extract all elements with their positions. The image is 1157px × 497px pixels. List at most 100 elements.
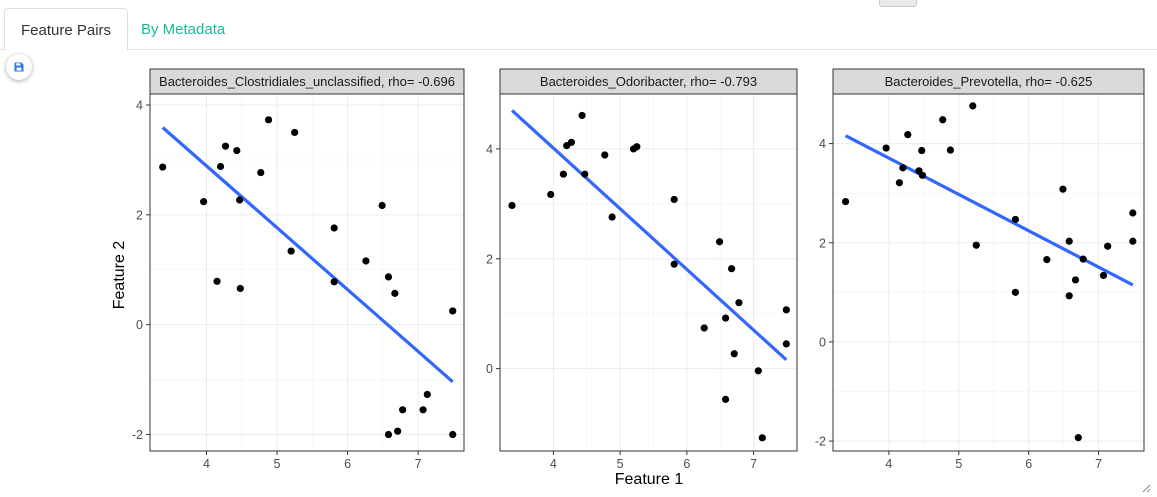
tab-feature-pairs[interactable]: Feature Pairs (4, 8, 129, 51)
regression-line (161, 126, 454, 383)
y-tick-label: 0 (819, 335, 826, 349)
facet-title: Bacteroides_Clostridiales_unclassified, … (159, 74, 455, 89)
top-button-stub[interactable] (879, 0, 917, 7)
data-point (216, 162, 225, 171)
data-point (1074, 434, 1082, 442)
x-tick-label: 6 (344, 457, 351, 471)
data-point (904, 131, 912, 139)
y-tick-label: 0 (136, 318, 143, 332)
data-point (547, 190, 555, 199)
data-point (1011, 215, 1020, 224)
panel-background (150, 94, 464, 451)
data-point (378, 201, 386, 210)
data-point (578, 111, 586, 120)
data-point (700, 324, 708, 332)
y-tick-label: 0 (486, 362, 493, 376)
data-point (918, 171, 927, 179)
facet-panel-1: 4 5 6 7 -2 0 2 4 Bacteroides_Clostridiales_uncla… (132, 68, 465, 471)
y-tick-label: 4 (486, 142, 493, 156)
data-point (449, 430, 457, 439)
data-point (730, 350, 738, 358)
data-point (236, 196, 244, 204)
x-tick-label: 7 (750, 457, 757, 471)
data-point (721, 395, 730, 403)
y-tick-label: 2 (486, 252, 493, 266)
facet-panel-2: 4 5 6 7 0 2 4 Bacteroides_Odoribacter, rho= -0.… (486, 68, 798, 471)
data-point (567, 138, 576, 146)
data-point (882, 144, 890, 152)
facet-panel-3: 4 5 6 7 -2 0 2 4 Bacteroides_Prevotella, rho= -0… (815, 68, 1145, 471)
x-tick-label: 7 (1095, 457, 1102, 471)
y-tick-label: 4 (819, 137, 826, 151)
data-point (200, 198, 208, 206)
regression-line (510, 109, 788, 362)
y-tick-label: -2 (132, 428, 143, 442)
data-point (670, 260, 678, 268)
data-point (449, 307, 457, 315)
data-point (362, 257, 370, 265)
data-point (715, 238, 724, 246)
x-tick-label: 4 (203, 457, 210, 471)
data-point (946, 146, 955, 154)
data-point (1129, 209, 1137, 217)
data-point (841, 197, 850, 206)
data-point (754, 367, 762, 375)
data-point (972, 241, 980, 249)
data-point (969, 102, 977, 110)
tab-by-metadata[interactable]: By Metadata (141, 21, 226, 38)
x-tick-label: 5 (274, 457, 281, 471)
data-point (221, 142, 230, 150)
panel-background (833, 94, 1144, 451)
data-point (581, 170, 589, 178)
data-point (508, 201, 516, 210)
y-axis-label: Feature 2 (111, 241, 128, 310)
data-point (559, 170, 568, 178)
data-point (419, 406, 427, 414)
facet-title: Bacteroides_Odoribacter, rho= -0.793 (540, 74, 757, 89)
panel-background (500, 94, 797, 451)
data-point (1099, 271, 1108, 280)
y-tick-label: -2 (815, 435, 826, 449)
resize-grip-icon[interactable] (1141, 483, 1151, 493)
data-point (159, 163, 167, 171)
data-point (608, 213, 616, 221)
data-point (1065, 292, 1073, 300)
data-point (236, 284, 244, 293)
tab-bar: Feature Pairs By Metadata (0, 0, 1157, 51)
data-point (782, 340, 790, 348)
data-point (384, 273, 393, 281)
x-axis-label: Feature 1 (615, 471, 684, 488)
data-point (330, 224, 338, 232)
data-point (287, 247, 295, 255)
data-point (670, 195, 678, 204)
x-tick-label: 4 (885, 457, 892, 471)
data-point (391, 289, 399, 297)
facet-title: Bacteroides_Prevotella, rho= -0.625 (885, 74, 1093, 89)
data-point (399, 406, 407, 414)
data-point (233, 146, 241, 155)
data-point (899, 164, 907, 172)
save-button[interactable] (6, 54, 32, 80)
data-point (1065, 237, 1073, 245)
data-point (291, 128, 299, 137)
data-point (721, 314, 730, 322)
x-tick-label: 5 (617, 457, 624, 471)
data-point (384, 430, 393, 439)
facet-strip (832, 68, 1145, 95)
y-tick-label: 2 (136, 208, 143, 222)
y-tick-label: 2 (819, 236, 826, 250)
data-point (1104, 242, 1112, 250)
data-point (1079, 255, 1087, 263)
data-point (330, 278, 338, 286)
data-point (633, 143, 641, 151)
data-point (264, 116, 273, 124)
data-point (727, 265, 736, 273)
data-point (895, 179, 903, 187)
save-icon (14, 62, 24, 72)
x-tick-label: 4 (550, 457, 557, 471)
data-point (423, 390, 431, 399)
x-tick-label: 6 (1025, 457, 1032, 471)
data-point (735, 299, 743, 307)
data-point (394, 427, 402, 435)
facet-strip (149, 68, 465, 95)
